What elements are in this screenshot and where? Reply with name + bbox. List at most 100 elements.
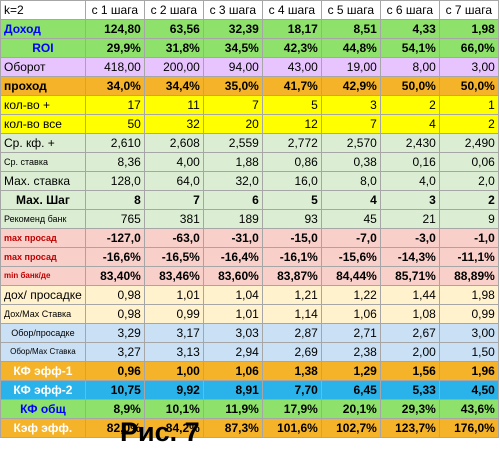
- value-cell[interactable]: 2: [438, 114, 499, 134]
- value-cell[interactable]: 2,94: [202, 342, 263, 362]
- value-cell[interactable]: 64,0: [143, 171, 204, 191]
- value-cell[interactable]: 2,559: [202, 133, 263, 153]
- value-cell[interactable]: 35,0%: [202, 76, 263, 96]
- value-cell[interactable]: 32,39: [202, 19, 263, 39]
- value-cell[interactable]: 32,0: [202, 171, 263, 191]
- value-cell[interactable]: 1,44: [379, 285, 440, 305]
- header-cell[interactable]: с 7 шага: [438, 0, 499, 20]
- value-cell[interactable]: 43,00: [261, 57, 322, 77]
- value-cell[interactable]: 41,7%: [261, 76, 322, 96]
- value-cell[interactable]: 5: [261, 95, 322, 115]
- value-cell[interactable]: 1,56: [379, 361, 440, 381]
- value-cell[interactable]: 50,0%: [379, 76, 440, 96]
- value-cell[interactable]: 1,29: [320, 361, 381, 381]
- value-cell[interactable]: 0,16: [379, 152, 440, 172]
- value-cell[interactable]: 6,45: [320, 380, 381, 400]
- value-cell[interactable]: 19,00: [320, 57, 381, 77]
- value-cell[interactable]: 2,69: [261, 342, 322, 362]
- header-cell[interactable]: с 6 шага: [379, 0, 440, 20]
- value-cell[interactable]: 2,608: [143, 133, 204, 153]
- value-cell[interactable]: 7: [202, 95, 263, 115]
- value-cell[interactable]: 3,29: [84, 323, 145, 343]
- value-cell[interactable]: 44,8%: [320, 38, 381, 58]
- value-cell[interactable]: 4,0: [379, 171, 440, 191]
- row-label-cell[interactable]: Ср. кф. +: [0, 133, 86, 153]
- value-cell[interactable]: -15,6%: [320, 247, 381, 267]
- value-cell[interactable]: 87,3%: [202, 418, 263, 438]
- header-cell[interactable]: с 5 шага: [320, 0, 381, 20]
- value-cell[interactable]: 1,50: [438, 342, 499, 362]
- value-cell[interactable]: 34,5%: [202, 38, 263, 58]
- value-cell[interactable]: 0,98: [84, 285, 145, 305]
- value-cell[interactable]: 11: [143, 95, 204, 115]
- value-cell[interactable]: 2,67: [379, 323, 440, 343]
- value-cell[interactable]: 176,0%: [438, 418, 499, 438]
- value-cell[interactable]: 85,71%: [379, 266, 440, 286]
- value-cell[interactable]: -15,0: [261, 228, 322, 248]
- value-cell[interactable]: 2: [438, 190, 499, 210]
- value-cell[interactable]: 2,0: [438, 171, 499, 191]
- value-cell[interactable]: 0,99: [143, 304, 204, 324]
- value-cell[interactable]: -16,5%: [143, 247, 204, 267]
- value-cell[interactable]: 124,80: [84, 19, 145, 39]
- value-cell[interactable]: -16,6%: [84, 247, 145, 267]
- row-label-cell[interactable]: кол-во все: [0, 114, 86, 134]
- row-label-cell[interactable]: max просад: [0, 247, 86, 267]
- value-cell[interactable]: 18,17: [261, 19, 322, 39]
- value-cell[interactable]: 3,27: [84, 342, 145, 362]
- value-cell[interactable]: 29,3%: [379, 399, 440, 419]
- value-cell[interactable]: 31,8%: [143, 38, 204, 58]
- value-cell[interactable]: 765: [84, 209, 145, 229]
- value-cell[interactable]: 8: [84, 190, 145, 210]
- value-cell[interactable]: 8,91: [202, 380, 263, 400]
- value-cell[interactable]: 8,0: [320, 171, 381, 191]
- value-cell[interactable]: 1,01: [143, 285, 204, 305]
- value-cell[interactable]: 1,22: [320, 285, 381, 305]
- value-cell[interactable]: -7,0: [320, 228, 381, 248]
- row-label-cell[interactable]: Мах. ставка: [0, 171, 86, 191]
- value-cell[interactable]: 1,08: [379, 304, 440, 324]
- header-cell[interactable]: с 1 шага: [84, 0, 145, 20]
- header-cell[interactable]: с 4 шага: [261, 0, 322, 20]
- value-cell[interactable]: 128,0: [84, 171, 145, 191]
- value-cell[interactable]: 83,46%: [143, 266, 204, 286]
- row-label-cell[interactable]: Кэф эфф.: [0, 418, 86, 438]
- value-cell[interactable]: 17,9%: [261, 399, 322, 419]
- value-cell[interactable]: 3: [320, 95, 381, 115]
- value-cell[interactable]: 1,98: [438, 285, 499, 305]
- value-cell[interactable]: 54,1%: [379, 38, 440, 58]
- value-cell[interactable]: 5: [261, 190, 322, 210]
- value-cell[interactable]: 12: [261, 114, 322, 134]
- value-cell[interactable]: 1,01: [202, 304, 263, 324]
- value-cell[interactable]: 66,0%: [438, 38, 499, 58]
- row-label-cell[interactable]: КФ общ: [0, 399, 86, 419]
- value-cell[interactable]: 20,1%: [320, 399, 381, 419]
- value-cell[interactable]: 1,98: [438, 19, 499, 39]
- value-cell[interactable]: 0,98: [84, 304, 145, 324]
- value-cell[interactable]: 6: [202, 190, 263, 210]
- value-cell[interactable]: 0,06: [438, 152, 499, 172]
- value-cell[interactable]: 8,00: [379, 57, 440, 77]
- value-cell[interactable]: -127,0: [84, 228, 145, 248]
- header-cell[interactable]: с 3 шага: [202, 0, 263, 20]
- value-cell[interactable]: 123,7%: [379, 418, 440, 438]
- value-cell[interactable]: 101,6%: [261, 418, 322, 438]
- value-cell[interactable]: 2,772: [261, 133, 322, 153]
- row-label-cell[interactable]: КФ эфф-2: [0, 380, 86, 400]
- row-label-cell[interactable]: дох/ просадке: [0, 285, 86, 305]
- row-label-cell[interactable]: Ср. ставка: [0, 152, 86, 172]
- value-cell[interactable]: 4,50: [438, 380, 499, 400]
- value-cell[interactable]: 7: [320, 114, 381, 134]
- value-cell[interactable]: 63,56: [143, 19, 204, 39]
- value-cell[interactable]: 83,40%: [84, 266, 145, 286]
- value-cell[interactable]: 0,99: [438, 304, 499, 324]
- value-cell[interactable]: 34,4%: [143, 76, 204, 96]
- value-cell[interactable]: 0,86: [261, 152, 322, 172]
- value-cell[interactable]: 8,51: [320, 19, 381, 39]
- value-cell[interactable]: 2,00: [379, 342, 440, 362]
- value-cell[interactable]: 83,60%: [202, 266, 263, 286]
- value-cell[interactable]: 1,04: [202, 285, 263, 305]
- header-cell[interactable]: с 2 шага: [143, 0, 204, 20]
- row-label-cell[interactable]: Обор/просадке: [0, 323, 86, 343]
- value-cell[interactable]: 43,6%: [438, 399, 499, 419]
